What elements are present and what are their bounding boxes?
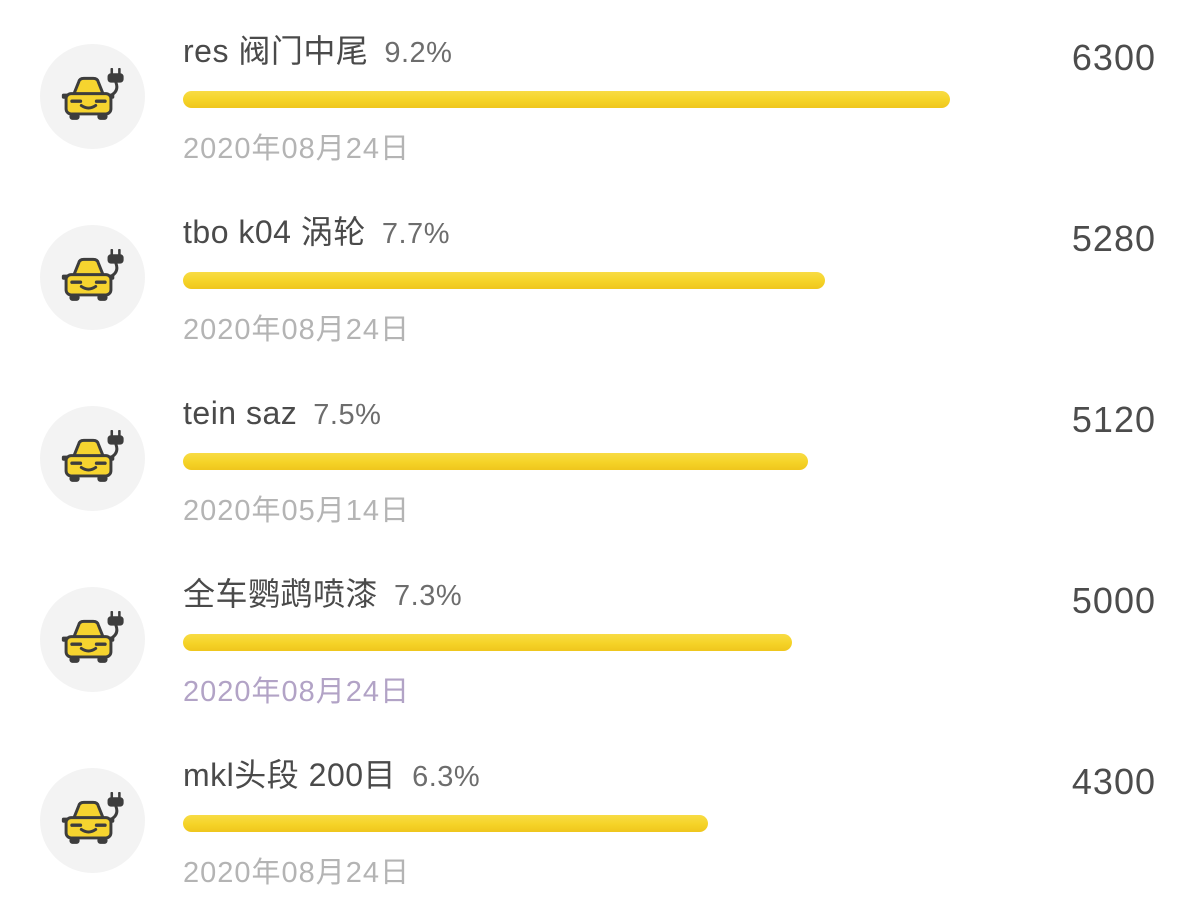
item-title-line: tein saz 7.5% bbox=[183, 394, 950, 432]
progress-bar-fill bbox=[183, 815, 709, 832]
item-percent: 7.3% bbox=[394, 580, 463, 612]
progress-bar-track bbox=[183, 453, 950, 470]
item-title-line: tbo k04 涡轮 7.7% bbox=[183, 213, 950, 251]
list-item[interactable]: tein saz 7.5% 2020年05月14日 5120 bbox=[0, 369, 1200, 550]
item-content: mkl头段 200目 6.3% 2020年08月24日 bbox=[183, 756, 950, 891]
avatar bbox=[40, 225, 145, 330]
item-percent: 7.5% bbox=[313, 399, 382, 431]
item-title: tein saz bbox=[183, 395, 298, 431]
electric-car-icon bbox=[61, 67, 124, 120]
item-date: 2020年08月24日 bbox=[183, 676, 411, 708]
progress-bar-track bbox=[183, 91, 950, 108]
item-title-line: mkl头段 200目 6.3% bbox=[183, 756, 950, 794]
item-title: 全车鹦鹉喷漆 bbox=[183, 576, 379, 612]
progress-bar-fill bbox=[183, 272, 825, 289]
item-title: mkl头段 200目 bbox=[183, 757, 397, 793]
item-date: 2020年08月24日 bbox=[183, 857, 411, 889]
list-item[interactable]: 全车鹦鹉喷漆 7.3% 2020年08月24日 5000 bbox=[0, 550, 1200, 731]
list-item[interactable]: mkl头段 200目 6.3% 2020年08月24日 4300 bbox=[0, 731, 1200, 900]
item-percent: 9.2% bbox=[384, 37, 453, 69]
list-item[interactable]: tbo k04 涡轮 7.7% 2020年08月24日 5280 bbox=[0, 188, 1200, 369]
item-date: 2020年08月24日 bbox=[183, 133, 411, 165]
list-item[interactable]: res 阀门中尾 9.2% 2020年08月24日 6300 bbox=[0, 7, 1200, 188]
item-title-line: 全车鹦鹉喷漆 7.3% bbox=[183, 575, 950, 613]
progress-bar-fill bbox=[183, 453, 809, 470]
item-date: 2020年05月14日 bbox=[183, 495, 411, 527]
item-count: 5280 bbox=[1071, 218, 1156, 259]
item-count: 6300 bbox=[1071, 37, 1156, 78]
progress-bar-track bbox=[183, 815, 950, 832]
avatar bbox=[40, 406, 145, 511]
item-count: 5120 bbox=[1071, 399, 1156, 440]
avatar bbox=[40, 587, 145, 692]
item-percent: 7.7% bbox=[381, 218, 450, 250]
electric-car-icon bbox=[61, 429, 124, 482]
item-title-line: res 阀门中尾 9.2% bbox=[183, 32, 950, 70]
progress-bar-fill bbox=[183, 91, 950, 108]
electric-car-icon bbox=[61, 248, 124, 301]
item-count: 5000 bbox=[1071, 580, 1156, 621]
item-content: tein saz 7.5% 2020年05月14日 bbox=[183, 394, 950, 529]
progress-bar-track bbox=[183, 272, 950, 289]
item-content: 全车鹦鹉喷漆 7.3% 2020年08月24日 bbox=[183, 575, 950, 710]
item-title: tbo k04 涡轮 bbox=[183, 214, 366, 250]
item-percent: 6.3% bbox=[412, 761, 481, 793]
progress-bar-fill bbox=[183, 634, 792, 651]
item-content: res 阀门中尾 9.2% 2020年08月24日 bbox=[183, 32, 950, 167]
electric-car-icon bbox=[61, 610, 124, 663]
item-title: res 阀门中尾 bbox=[183, 33, 369, 69]
avatar bbox=[40, 768, 145, 873]
progress-bar-track bbox=[183, 634, 950, 651]
item-content: tbo k04 涡轮 7.7% 2020年08月24日 bbox=[183, 213, 950, 348]
item-count: 4300 bbox=[1071, 761, 1156, 802]
avatar bbox=[40, 44, 145, 149]
electric-car-icon bbox=[61, 791, 124, 844]
item-date: 2020年08月24日 bbox=[183, 314, 411, 346]
